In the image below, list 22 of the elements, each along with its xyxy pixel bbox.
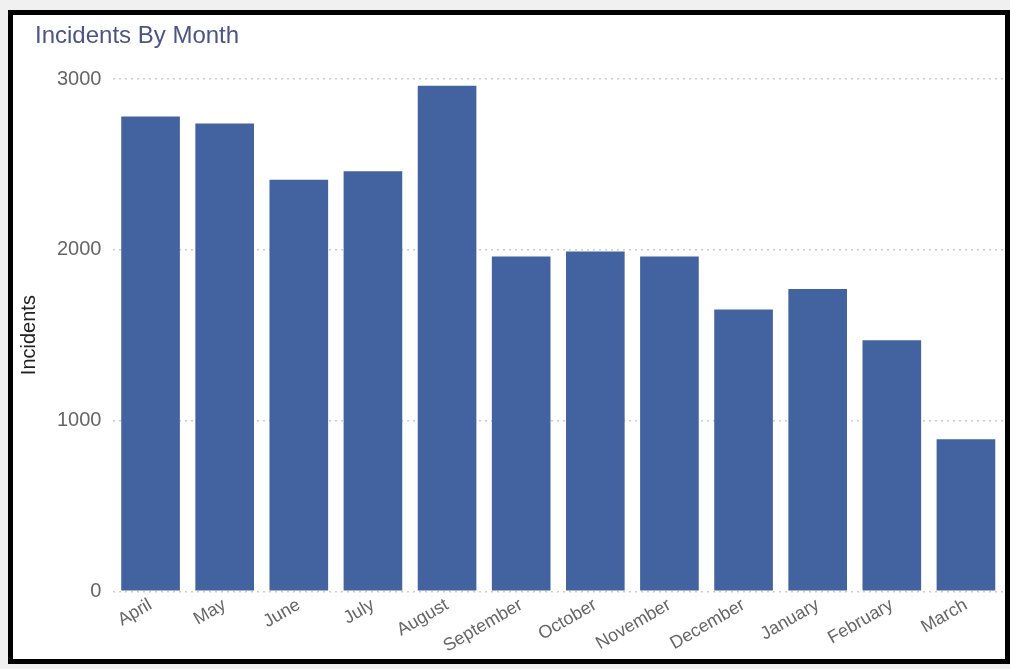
bar — [343, 171, 403, 591]
x-tick-label: July — [339, 594, 378, 628]
x-tick-label: June — [259, 594, 304, 631]
bar — [862, 340, 922, 591]
bar — [714, 309, 773, 591]
x-tick-label: May — [189, 594, 230, 629]
y-tick-label: 3000 — [56, 66, 102, 89]
bar — [788, 289, 848, 591]
chart-title: Incidents By Month — [35, 21, 240, 49]
y-tick-label: 2000 — [56, 237, 102, 260]
bar — [491, 256, 551, 591]
bar — [269, 179, 329, 591]
x-tick-label: April — [113, 594, 156, 630]
bar — [936, 439, 996, 591]
bar — [121, 116, 180, 591]
bar — [417, 85, 477, 591]
y-tick-label: 1000 — [56, 408, 102, 431]
y-axis-title: Incidents — [16, 295, 39, 376]
y-tick-label: 0 — [90, 578, 102, 601]
bar — [640, 256, 699, 591]
bar — [565, 251, 625, 591]
bar — [195, 123, 255, 591]
